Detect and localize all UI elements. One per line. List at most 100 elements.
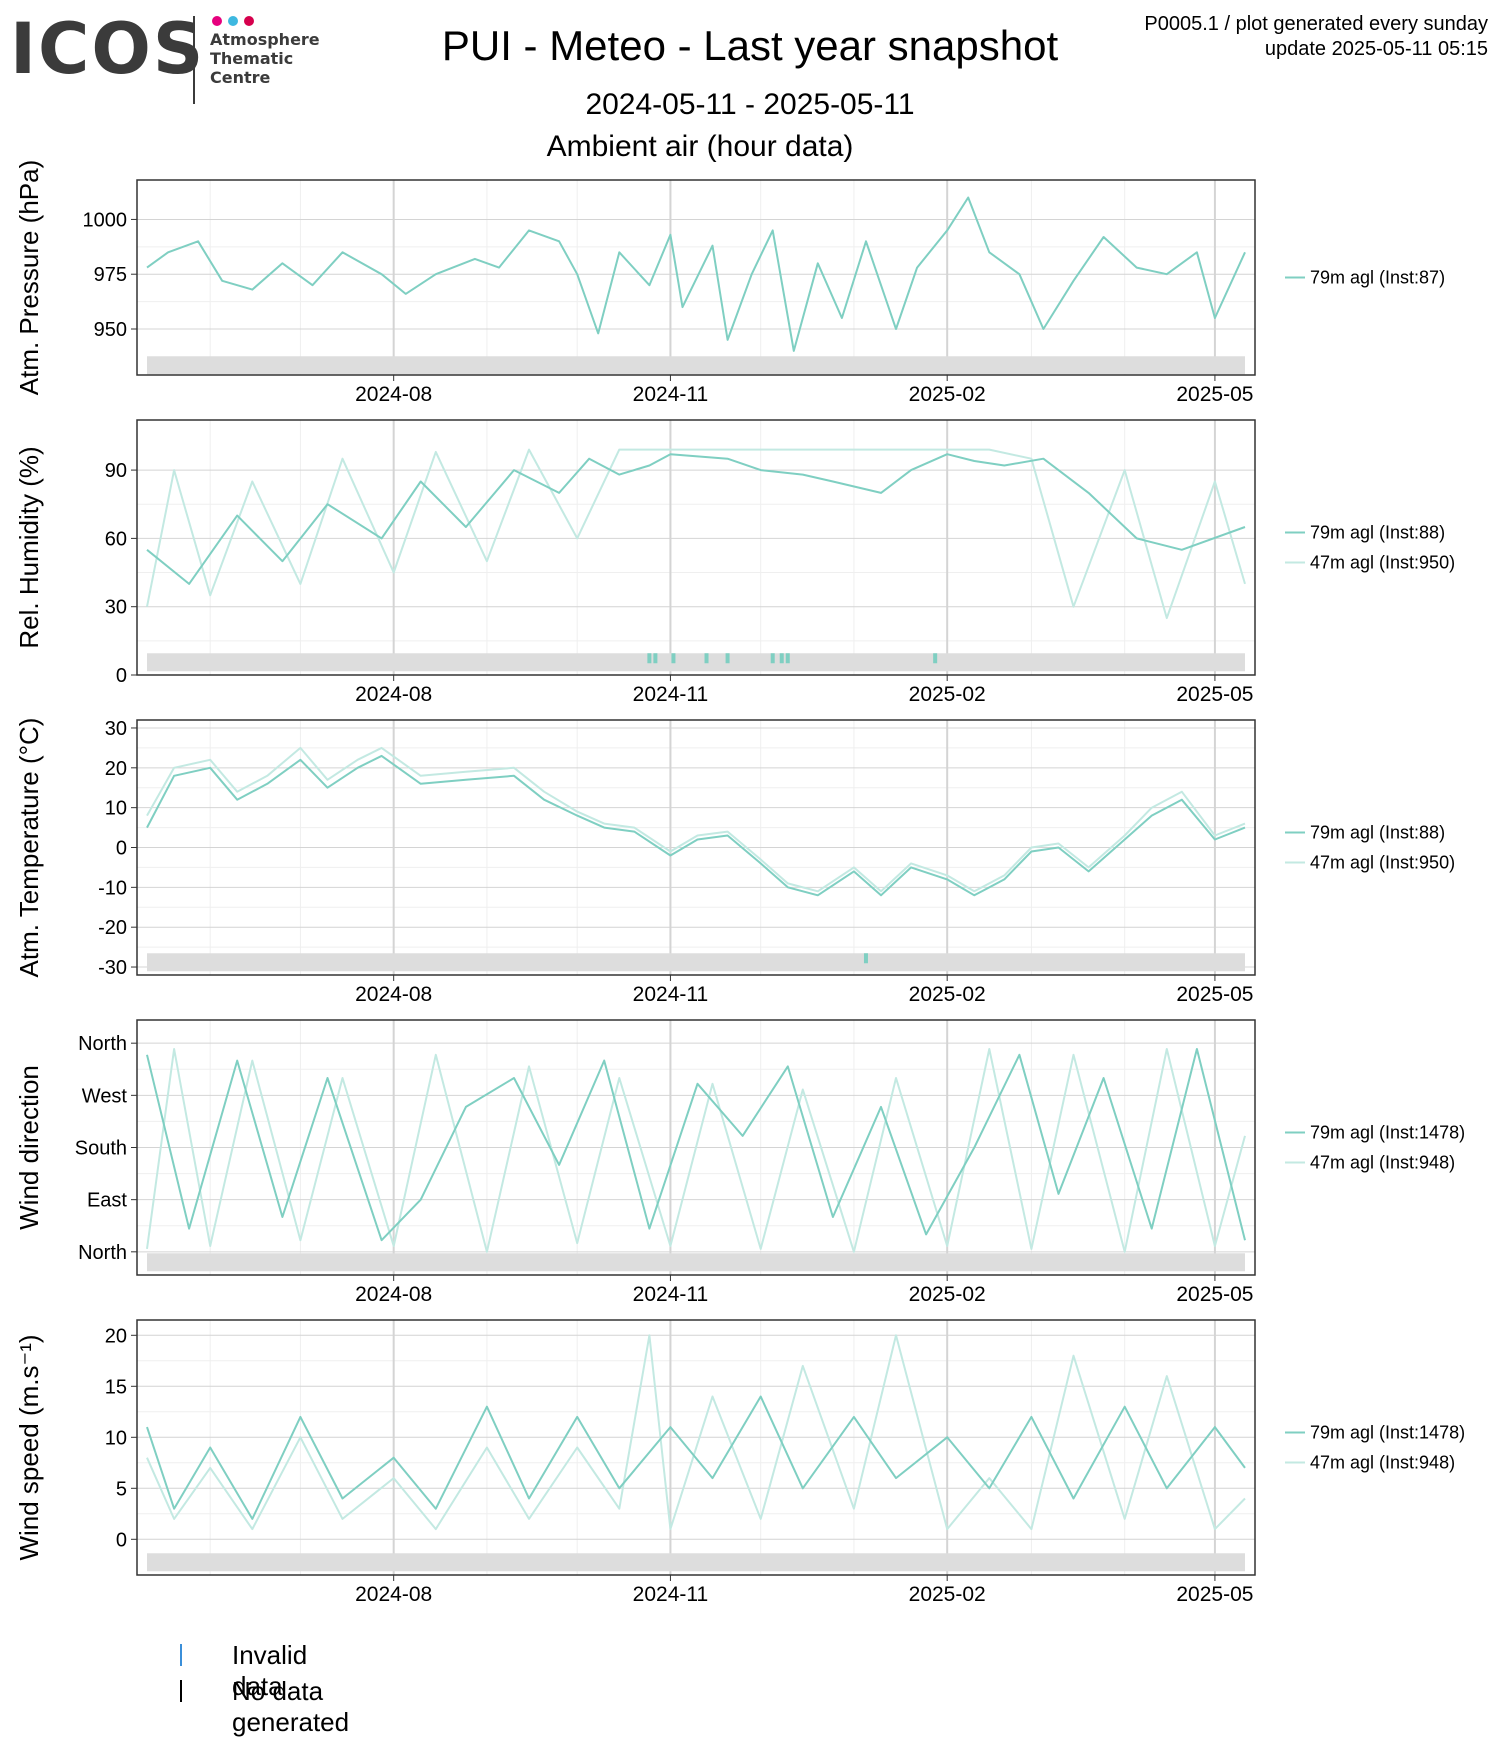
x-tick-label: 2024-11 bbox=[633, 1583, 709, 1606]
data-flag-bar bbox=[147, 1253, 1245, 1272]
chart-subtitle: Ambient air (hour data) bbox=[546, 130, 854, 163]
series-line-2 bbox=[146, 746, 1246, 893]
data-flag-bar bbox=[147, 1553, 1245, 1572]
y-tick-label: 950 bbox=[94, 319, 127, 341]
x-tick-label: 2024-08 bbox=[355, 1283, 432, 1306]
legend-label: 47m agl (Inst:950) bbox=[1310, 553, 1455, 573]
y-tick-label: 10 bbox=[105, 1427, 127, 1449]
logo-sub-line-3: Centre bbox=[210, 68, 271, 87]
y-tick-label: 975 bbox=[94, 264, 127, 286]
y-tick-label: 30 bbox=[105, 718, 127, 740]
x-tick-label: 2025-05 bbox=[1176, 983, 1253, 1006]
flag-mark bbox=[933, 653, 938, 664]
logo-subtitle: Atmosphere Thematic Centre bbox=[210, 30, 320, 87]
legend-label: 47m agl (Inst:950) bbox=[1310, 853, 1455, 873]
y-axis-label: Rel. Humidity (%) bbox=[14, 446, 44, 648]
x-tick-label: 2025-02 bbox=[909, 1583, 986, 1606]
x-tick-label: 2024-08 bbox=[355, 1583, 432, 1606]
legend-label: 47m agl (Inst:948) bbox=[1310, 1153, 1455, 1173]
y-tick-label: North bbox=[78, 1033, 127, 1055]
y-tick-label: 60 bbox=[105, 528, 127, 550]
series-line-1 bbox=[146, 1048, 1246, 1242]
page-title: PUI - Meteo - Last year snapshot bbox=[441, 22, 1059, 69]
legend-label: 47m agl (Inst:948) bbox=[1310, 1453, 1455, 1473]
y-axis-label: Wind speed (m.s⁻¹) bbox=[14, 1334, 44, 1560]
x-tick-label: 2025-02 bbox=[909, 983, 986, 1006]
legend-label: 79m agl (Inst:87) bbox=[1310, 268, 1445, 288]
data-flag-bar bbox=[147, 356, 1245, 375]
x-tick-label: 2025-02 bbox=[909, 683, 986, 706]
y-tick-label: -20 bbox=[98, 917, 127, 939]
series-line-2 bbox=[146, 1334, 1246, 1531]
legend-label: 79m agl (Inst:88) bbox=[1310, 523, 1445, 543]
y-tick-label: 1000 bbox=[83, 209, 128, 231]
legend-label: 79m agl (Inst:1478) bbox=[1310, 1423, 1465, 1443]
flag-mark bbox=[770, 653, 775, 664]
chart-panel-3: -30 -20 -10 0 10 20 30 2024-08 2024-11 2025-02 202… bbox=[14, 718, 1455, 1006]
x-tick-label: 2024-11 bbox=[633, 983, 709, 1006]
y-tick-label: 20 bbox=[105, 758, 127, 780]
chart-panel-5: 0 5 10 15 20 2024-08 2024-11 2025-02 2025-05 Wind… bbox=[14, 1319, 1465, 1606]
y-tick-label: 0 bbox=[116, 838, 127, 860]
y-tick-label: 90 bbox=[105, 460, 127, 482]
x-tick-label: 2025-02 bbox=[909, 383, 986, 406]
y-tick-label: -30 bbox=[98, 957, 127, 979]
plot-frame bbox=[136, 179, 1256, 376]
logo-divider bbox=[193, 16, 195, 104]
y-tick-label: 20 bbox=[105, 1325, 127, 1347]
plot-frame bbox=[136, 419, 1256, 676]
flag-mark bbox=[671, 653, 676, 664]
no-data-label: No data generated bbox=[232, 1676, 350, 1737]
x-tick-label: 2024-08 bbox=[355, 383, 432, 406]
y-tick-label: 0 bbox=[116, 665, 127, 687]
y-axis-label: Wind direction bbox=[14, 1065, 44, 1230]
series-line-1 bbox=[146, 1395, 1246, 1520]
series-line-1 bbox=[146, 453, 1246, 585]
chart-panel-1: 950 975 1000 2024-08 2024-11 2025-02 2025-05 At… bbox=[14, 160, 1445, 406]
y-axis-label: Atm. Pressure (hPa) bbox=[14, 160, 44, 396]
x-tick-label: 2024-11 bbox=[633, 683, 709, 706]
plot-frame bbox=[136, 719, 1256, 976]
flag-mark bbox=[725, 653, 730, 664]
x-tick-label: 2025-05 bbox=[1176, 383, 1253, 406]
x-tick-label: 2024-08 bbox=[355, 683, 432, 706]
y-tick-label: -10 bbox=[98, 877, 127, 899]
y-tick-label: 5 bbox=[116, 1478, 127, 1500]
logo-dot-blue bbox=[228, 16, 238, 26]
flag-mark bbox=[647, 653, 652, 664]
series-line-2 bbox=[146, 448, 1246, 620]
flag-mark bbox=[779, 653, 784, 664]
y-tick-label: 10 bbox=[105, 798, 127, 820]
flag-mark bbox=[863, 953, 868, 964]
flag-mark bbox=[785, 653, 790, 664]
logo-dot-pink bbox=[212, 16, 222, 26]
x-tick-label: 2024-08 bbox=[355, 983, 432, 1006]
y-tick-label: 15 bbox=[105, 1376, 127, 1398]
generation-info: P0005.1 / plot generated every sunday up… bbox=[1144, 12, 1488, 62]
icos-logo-text: ICOS bbox=[10, 8, 206, 90]
plot-id: P0005.1 / plot generated every sunday bbox=[1144, 13, 1488, 35]
logo-sub-line-2: Thematic bbox=[210, 49, 294, 68]
y-tick-label: 30 bbox=[105, 597, 127, 619]
plot-area bbox=[137, 420, 1255, 675]
invalid-data-label: Invalid data bbox=[232, 1640, 308, 1701]
chart-panel-4: North East South West North 2024-08 2024-11 202… bbox=[14, 1019, 1465, 1306]
y-tick-label: West bbox=[82, 1085, 128, 1107]
date-range: 2024-05-11 - 2025-05-11 bbox=[585, 88, 915, 121]
logo-dot-red bbox=[244, 16, 254, 26]
y-tick-label: South bbox=[75, 1138, 127, 1160]
logo-sub-line-1: Atmosphere bbox=[210, 30, 320, 49]
x-tick-label: 2024-11 bbox=[633, 1283, 709, 1306]
legend-label: 79m agl (Inst:88) bbox=[1310, 823, 1445, 843]
series-line-2 bbox=[146, 1048, 1246, 1253]
x-tick-label: 2025-05 bbox=[1176, 1583, 1253, 1606]
y-tick-label: East bbox=[87, 1190, 127, 1212]
update-timestamp: update 2025-05-11 05:15 bbox=[1264, 38, 1488, 60]
y-axis-label: Atm. Temperature (°C) bbox=[14, 718, 44, 978]
series-line-1 bbox=[146, 754, 1246, 897]
y-tick-label: 0 bbox=[116, 1529, 127, 1551]
plot-frame bbox=[136, 1019, 1256, 1276]
chart-panel-2: 0 30 60 90 2024-08 2024-11 2025-02 2025-05 Rel. … bbox=[14, 419, 1455, 706]
x-tick-label: 2025-05 bbox=[1176, 683, 1253, 706]
